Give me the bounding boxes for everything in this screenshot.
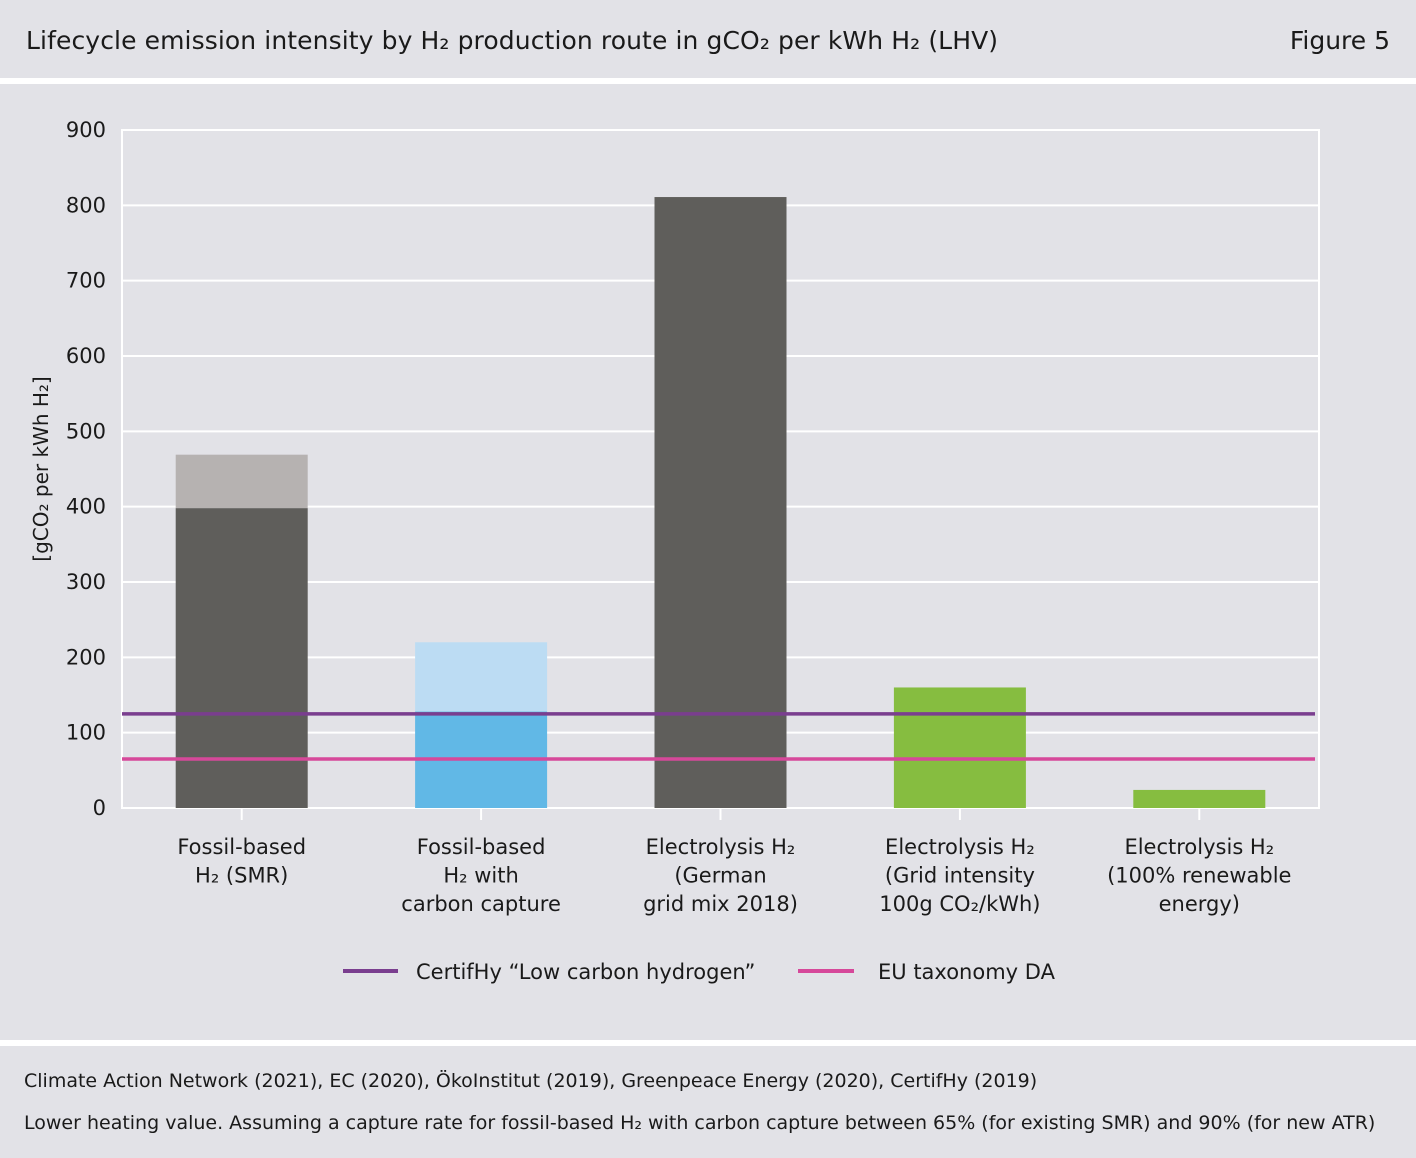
bar [893, 687, 1026, 808]
category-label-line: H₂ with [443, 864, 518, 888]
y-tick-label: 100 [66, 721, 106, 745]
y-tick-label: 800 [66, 193, 106, 217]
y-tick-label: 0 [93, 796, 106, 820]
y-axis-title: [gCO₂ per kWh H₂] [29, 376, 53, 561]
category-label-line: energy) [1159, 892, 1240, 916]
chart-title: Lifecycle emission intensity by H₂ produ… [26, 26, 999, 55]
category-label-line: Fossil-based [417, 835, 546, 859]
bar-range-segment [175, 454, 308, 509]
legend-label: CertifHy “Low carbon hydrogen” [416, 960, 755, 984]
bar-range-segment [415, 642, 548, 712]
y-tick-label: 300 [66, 570, 106, 594]
category-label: Fossil-based H₂ with carbon capture [401, 835, 561, 916]
category-label-line: Electrolysis H₂ [646, 835, 796, 859]
y-tick-label: 900 [66, 118, 106, 142]
bar-chart: 0 100 200 300 400 500 600 700 800 900 [gCO₂ per kW… [29, 118, 1320, 984]
category-label-line: (German [674, 864, 766, 888]
legend-label: EU taxonomy DA [878, 960, 1056, 984]
bar [1133, 789, 1266, 808]
y-tick-label: 700 [66, 269, 106, 293]
source-text: Climate Action Network (2021), EC (2020)… [24, 1070, 1038, 1092]
figure-label: Figure 5 [1289, 26, 1390, 55]
category-label: Electrolysis H₂ (German grid mix 2018) [643, 835, 798, 916]
category-label-line: carbon capture [401, 892, 561, 916]
note-text: Lower heating value. Assuming a capture … [24, 1112, 1376, 1134]
bar [654, 197, 787, 809]
category-label: Fossil-based H₂ (SMR) [177, 835, 306, 888]
category-label-line: (Grid intensity [885, 864, 1035, 888]
category-label-line: H₂ (SMR) [195, 864, 288, 888]
category-label-line: grid mix 2018) [643, 892, 798, 916]
category-label-line: Electrolysis H₂ [1124, 835, 1274, 859]
category-label-line: Fossil-based [177, 835, 306, 859]
header-bar: Lifecycle emission intensity by H₂ produ… [0, 0, 1416, 78]
category-label-line: Electrolysis H₂ [885, 835, 1035, 859]
y-tick-label: 200 [66, 645, 106, 669]
y-tick-label: 600 [66, 344, 106, 368]
category-label: Electrolysis H₂ (Grid intensity 100g CO₂/k… [879, 835, 1040, 916]
footer: Climate Action Network (2021), EC (2020)… [0, 1046, 1416, 1158]
category-label-line: (100% renewable [1107, 864, 1291, 888]
y-tick-label: 400 [66, 495, 106, 519]
bar [175, 508, 308, 808]
category-label-line: 100g CO₂/kWh) [879, 892, 1040, 916]
y-tick-label: 500 [66, 419, 106, 443]
category-label: Electrolysis H₂ (100% renewable energy) [1107, 835, 1291, 916]
